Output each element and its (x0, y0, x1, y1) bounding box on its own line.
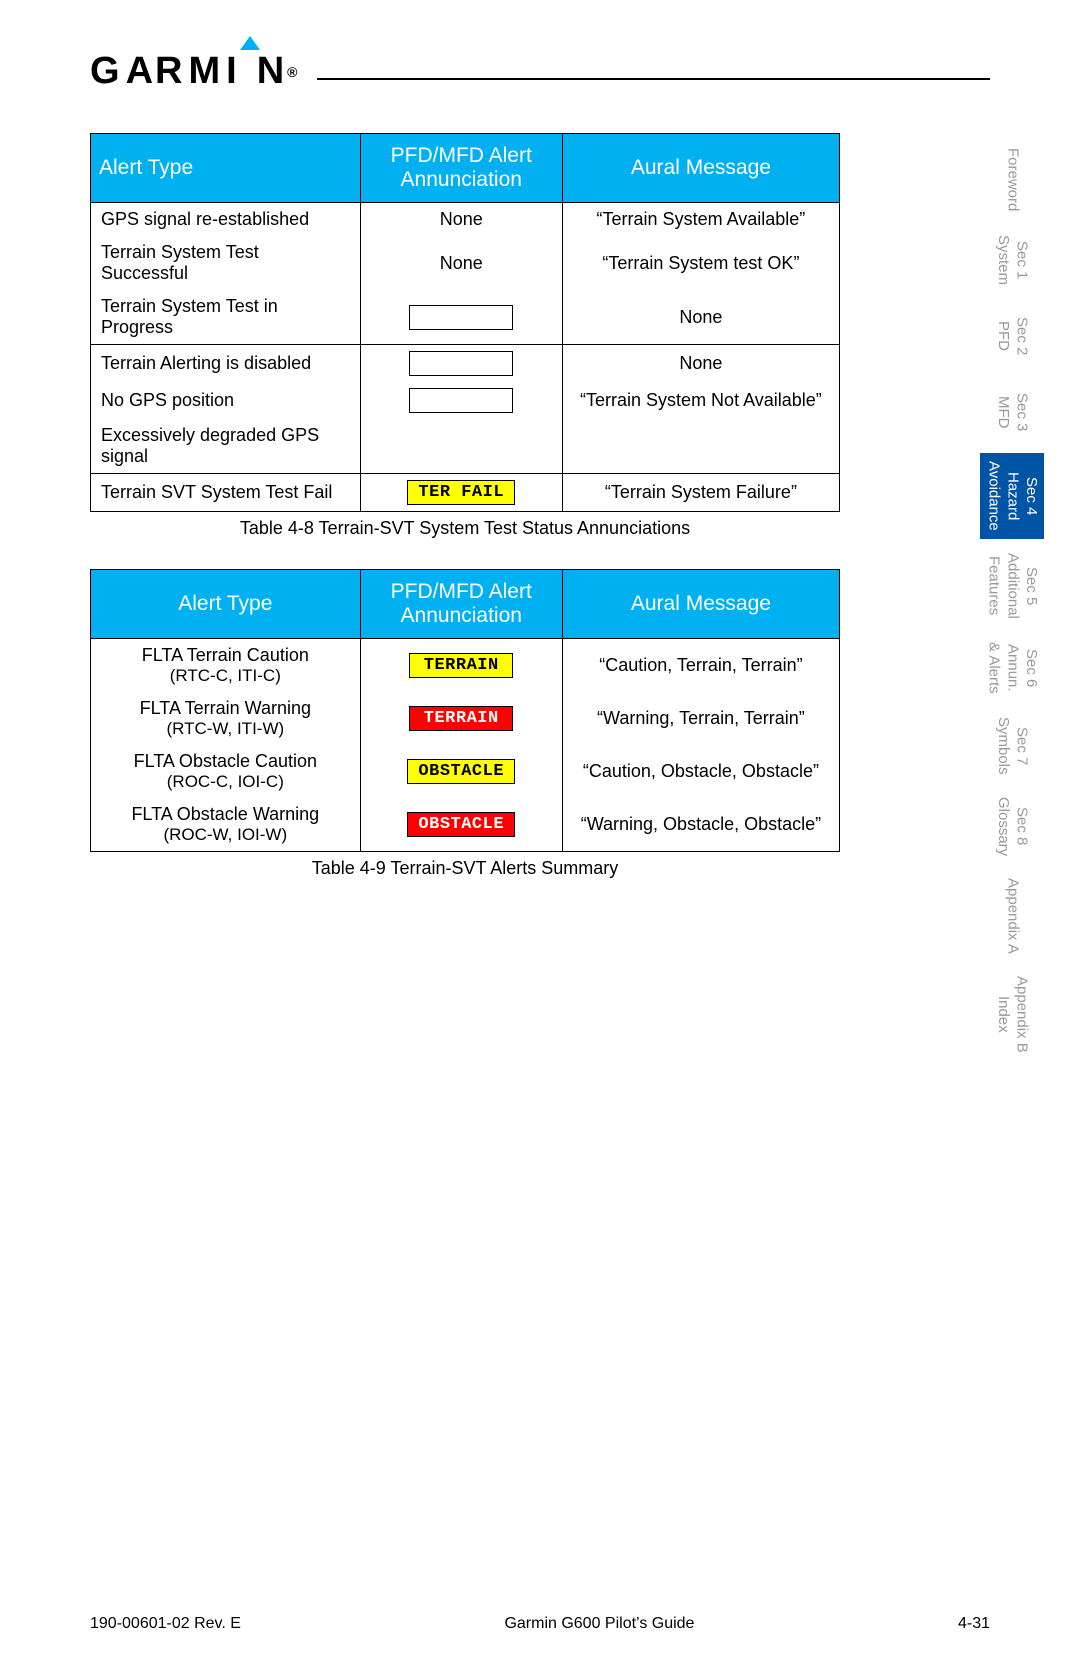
cell-alert-type: Terrain System Test Successful (91, 236, 361, 290)
page-footer: 190-00601-02 Rev. E Garmin G600 Pilot’s … (90, 1615, 990, 1633)
cell-annunciation: OBSTACLE (360, 745, 562, 798)
section-tabs: ForewordSec 1 SystemSec 2 PFDSec 3 MFDSe… (980, 140, 1044, 1060)
table-row: FLTA Obstacle Warning(ROC-W, IOI-W) OBSTA… (91, 798, 840, 852)
table2-header-alert-type: Alert Type (91, 570, 361, 639)
cell-alert-type: FLTA Obstacle Caution(ROC-C, IOI-C) (91, 745, 361, 798)
table-row: Terrain Alerting is disabled None (91, 345, 840, 383)
cell-annunciation: TERRAIN (360, 639, 562, 693)
table1-caption: Table 4-8 Terrain-SVT System Test Status… (90, 518, 840, 539)
table2-header-aural: Aural Message (562, 570, 839, 639)
cell-aural: “Warning, Terrain, Terrain” (562, 692, 839, 745)
table2-header-annunciation: PFD/MFD Alert Annunciation (360, 570, 562, 639)
annunciation-badge: OBSTACLE (407, 759, 515, 784)
table-row: Terrain System Test SuccessfulNone“Terra… (91, 236, 840, 290)
annunciation-badge (409, 305, 513, 330)
cell-annunciation: TER FAIL (360, 474, 562, 512)
cell-alert-type: Terrain Alerting is disabled (91, 345, 361, 383)
cell-annunciation (360, 345, 562, 383)
annunciation-badge: TER FAIL (407, 480, 515, 505)
table-row: FLTA Terrain Warning(RTC-W, ITI-W) TERRAI… (91, 692, 840, 745)
annunciation-badge: TERRAIN (409, 706, 513, 731)
table1-header-alert-type: Alert Type (91, 134, 361, 203)
header-logo-row: GARMIN® (90, 50, 990, 93)
cell-alert-type: FLTA Terrain Warning(RTC-W, ITI-W) (91, 692, 361, 745)
section-tab[interactable]: Sec 1 System (980, 225, 1044, 295)
section-tab[interactable]: Sec 8 Glossary (980, 789, 1044, 864)
cell-aural: None (562, 290, 839, 345)
table-alerts-summary: Alert Type PFD/MFD Alert Annunciation Au… (90, 569, 840, 852)
cell-aural: “Warning, Obstacle, Obstacle” (562, 798, 839, 852)
table-system-test-status: Alert Type PFD/MFD Alert Annunciation Au… (90, 133, 840, 512)
table1-header-aural: Aural Message (562, 134, 839, 203)
footer-doc-title: Garmin G600 Pilot’s Guide (504, 1615, 694, 1633)
cell-alert-type: FLTA Obstacle Warning(ROC-W, IOI-W) (91, 798, 361, 852)
table1-header-annunciation: PFD/MFD Alert Annunciation (360, 134, 562, 203)
section-tab[interactable]: Sec 4 Hazard Avoidance (980, 453, 1044, 539)
annunciation-badge (409, 351, 513, 376)
cell-annunciation: OBSTACLE (360, 798, 562, 852)
section-tab[interactable]: Appendix B Index (980, 968, 1044, 1061)
cell-alert-type: FLTA Terrain Caution(RTC-C, ITI-C) (91, 639, 361, 693)
cell-annunciation: TERRAIN (360, 692, 562, 745)
section-tab[interactable]: Sec 5 Additional Features (980, 545, 1044, 627)
annunciation-badge: OBSTACLE (407, 812, 515, 837)
cell-aural: “Terrain System Failure” (562, 474, 839, 512)
cell-alert-type: Terrain System Test in Progress (91, 290, 361, 345)
section-tab[interactable]: Appendix A (980, 870, 1044, 962)
table-row: Excessively degraded GPS signal (91, 419, 840, 474)
cell-annunciation: None (360, 203, 562, 237)
cell-annunciation (360, 382, 562, 419)
table-row: FLTA Terrain Caution(RTC-C, ITI-C) TERRAI… (91, 639, 840, 693)
footer-doc-rev: 190-00601-02 Rev. E (90, 1615, 241, 1633)
cell-annunciation (360, 419, 562, 474)
table-row: FLTA Obstacle Caution(ROC-C, IOI-C) OBSTA… (91, 745, 840, 798)
table2-caption: Table 4-9 Terrain-SVT Alerts Summary (90, 858, 840, 879)
annunciation-badge (409, 388, 513, 413)
table-row: Terrain System Test in Progress None (91, 290, 840, 345)
cell-aural: “Caution, Obstacle, Obstacle” (562, 745, 839, 798)
table-row: GPS signal re-establishedNone“Terrain Sy… (91, 203, 840, 237)
header-rule (317, 78, 990, 80)
annunciation-badge: TERRAIN (409, 653, 513, 678)
cell-aural: “Terrain System Not Available” (562, 382, 839, 419)
section-tab[interactable]: Sec 6 Annun. & Alerts (980, 633, 1044, 703)
section-tab[interactable]: Sec 7 Symbols (980, 709, 1044, 783)
cell-alert-type: No GPS position (91, 382, 361, 419)
section-tab[interactable]: Sec 3 MFD (980, 377, 1044, 447)
cell-aural: None (562, 345, 839, 383)
section-tab[interactable]: Sec 2 PFD (980, 301, 1044, 371)
cell-annunciation (360, 290, 562, 345)
cell-aural: “Terrain System Available” (562, 203, 839, 237)
brand-logo: GARMIN® (90, 50, 303, 93)
cell-alert-type: GPS signal re-established (91, 203, 361, 237)
footer-page-number: 4-31 (958, 1615, 990, 1633)
cell-aural (562, 419, 839, 474)
cell-alert-type: Terrain SVT System Test Fail (91, 474, 361, 512)
section-tab[interactable]: Foreword (980, 140, 1044, 219)
cell-annunciation: None (360, 236, 562, 290)
cell-aural: “Terrain System test OK” (562, 236, 839, 290)
cell-alert-type: Excessively degraded GPS signal (91, 419, 361, 474)
table-row: No GPS position “Terrain System Not Avai… (91, 382, 840, 419)
table-row: Terrain SVT System Test Fail TER FAIL “Ter… (91, 474, 840, 512)
cell-aural: “Caution, Terrain, Terrain” (562, 639, 839, 693)
